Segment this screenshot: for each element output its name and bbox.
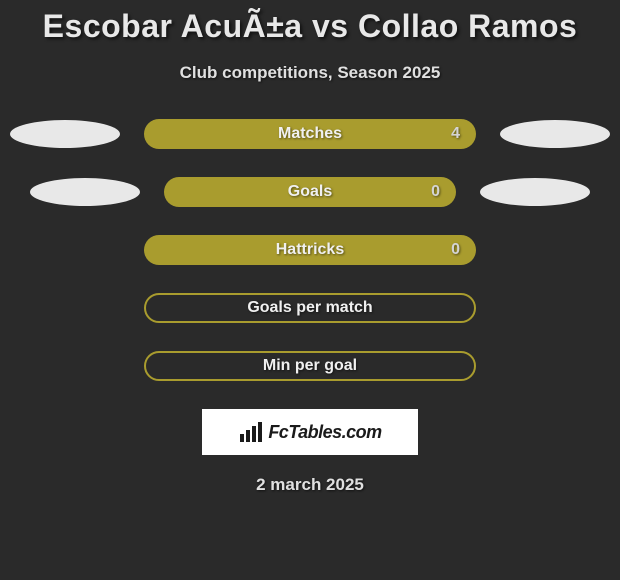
chart-icon [238,420,262,444]
stat-label: Hattricks [276,241,344,259]
stat-value: 0 [431,183,440,201]
stat-bar: Hattricks 0 [144,235,476,265]
stat-value: 0 [451,241,460,259]
stat-row: Matches 4 [10,119,610,149]
comparison-date: 2 march 2025 [10,475,610,495]
stat-row: Min per goal [10,351,610,381]
logo-box: FcTables.com [202,409,418,455]
stat-row: Hattricks 0 [10,235,610,265]
comparison-subtitle: Club competitions, Season 2025 [10,63,610,83]
stat-label: Min per goal [263,357,357,375]
left-ellipse [30,178,140,206]
comparison-title: Escobar AcuÃ±a vs Collao Ramos [10,8,610,45]
stat-label: Matches [278,125,342,143]
stat-bar: Goals 0 [164,177,456,207]
logo-text: FcTables.com [268,422,381,443]
stat-row: Goals 0 [10,177,610,207]
left-ellipse [10,120,120,148]
stat-bar: Min per goal [144,351,476,381]
stat-row: Goals per match [10,293,610,323]
stat-label: Goals [288,183,332,201]
right-ellipse [480,178,590,206]
stat-bar: Matches 4 [144,119,476,149]
stat-label: Goals per match [247,299,372,317]
stat-bar: Goals per match [144,293,476,323]
stat-value: 4 [451,125,460,143]
stats-rows: Matches 4 Goals 0 Hattricks 0 Goals per match M… [10,119,610,381]
right-ellipse [500,120,610,148]
